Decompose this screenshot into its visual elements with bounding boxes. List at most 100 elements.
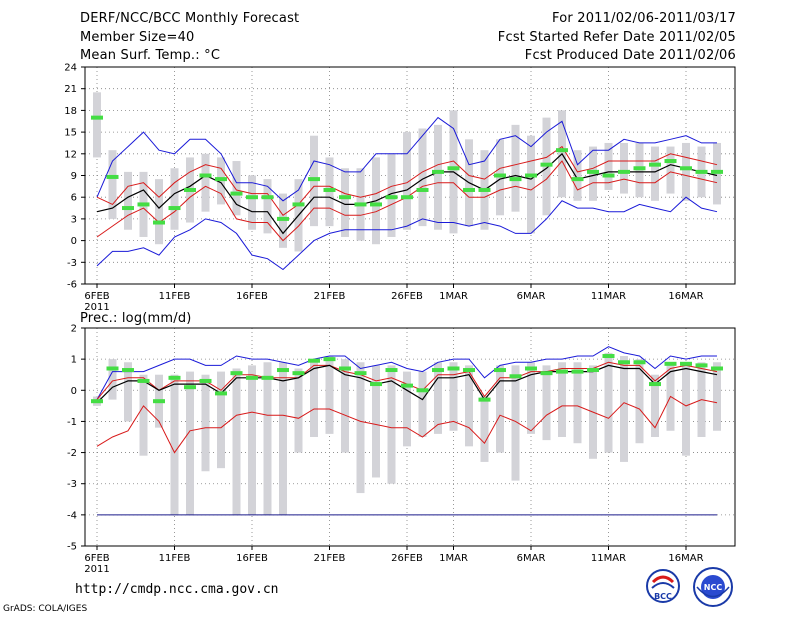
median-marker [633, 360, 646, 365]
member-range-box [465, 365, 473, 447]
median-marker [370, 382, 382, 387]
member-range-box [93, 92, 101, 158]
median-marker [91, 399, 103, 404]
member-range-box [604, 142, 613, 190]
y-tick-label: -2 [67, 448, 77, 459]
median-marker [649, 162, 661, 167]
median-marker [308, 177, 320, 182]
median-marker [122, 368, 134, 373]
median-marker [184, 385, 196, 390]
median-marker [354, 371, 367, 376]
median-marker [633, 166, 646, 171]
plot-frame [84, 327, 736, 547]
envelope-min-line [96, 196, 718, 271]
y-tick-label: -3 [67, 479, 77, 490]
member-range-box [418, 371, 427, 437]
y-tick-label: 6 [71, 193, 77, 204]
member-range-box [170, 374, 179, 515]
y-tick-label: 18 [64, 106, 77, 117]
member-range-box [372, 365, 380, 478]
median-marker [246, 375, 258, 380]
member-range-box [310, 359, 318, 437]
median-marker [292, 371, 305, 376]
median-marker [199, 173, 212, 178]
median-marker [447, 366, 460, 371]
member-range-box [434, 124, 442, 230]
y-tick-label: 12 [64, 149, 77, 160]
member-range-box [232, 368, 241, 515]
precip-title: Prec.: log(mm/d) [80, 311, 192, 326]
median-marker [184, 187, 196, 192]
median-marker [230, 191, 243, 196]
median-marker [137, 202, 150, 207]
median-marker [432, 169, 444, 174]
member-range-box [573, 362, 582, 444]
median-marker [494, 368, 506, 373]
y-tick-label: 9 [71, 171, 77, 182]
median-marker [540, 162, 553, 167]
median-marker [153, 220, 165, 225]
member-range-box [480, 396, 489, 462]
y-tick-label: 21 [64, 84, 77, 95]
member-range-box [217, 371, 225, 469]
median-marker [199, 378, 212, 383]
y-tick-label: -1 [67, 417, 77, 428]
member-range-box [666, 146, 675, 194]
median-marker [416, 187, 429, 192]
median-marker [478, 187, 491, 192]
bcc-logo-text: BCC [654, 592, 672, 601]
envelope-max-line [96, 116, 717, 202]
median-marker [385, 368, 398, 373]
x-tick-label: 16MAR [668, 553, 703, 564]
member-range-box [434, 362, 442, 434]
median-marker [711, 169, 723, 174]
y-tick-label: 3 [71, 214, 77, 225]
median-marker [168, 206, 181, 211]
member-range-box [713, 362, 721, 431]
median-marker [447, 166, 460, 171]
median-marker [354, 202, 367, 207]
median-marker [106, 366, 119, 371]
y-tick-label: 2 [71, 324, 77, 335]
median-marker [587, 169, 599, 174]
member-range-box [341, 359, 349, 453]
member-range-box [263, 362, 272, 515]
member-range-box [201, 153, 210, 212]
y-tick-label: 1 [71, 355, 77, 366]
median-marker [106, 174, 119, 179]
ensemble-mean-line [96, 152, 718, 235]
x-tick-label: 6FEB [84, 553, 109, 564]
member-range-box [573, 150, 582, 201]
source-url[interactable]: http://cmdp.ncc.cma.gov.cn [75, 582, 279, 597]
x-tick-label: 21FEB [314, 291, 346, 302]
x-tick-label: 21FEB [314, 553, 346, 564]
median-marker [571, 177, 584, 182]
member-range-box [155, 179, 163, 245]
member-range-box [294, 368, 303, 453]
median-marker [323, 357, 336, 362]
variable-label: Mean Surf. Temp.: °C [80, 48, 221, 63]
member-range-box [620, 356, 628, 462]
median-marker [261, 375, 274, 380]
median-marker [556, 369, 568, 374]
member-range-box [403, 371, 411, 447]
median-marker [339, 366, 351, 371]
member-range-box [511, 124, 520, 212]
y-tick-label: -4 [67, 510, 77, 521]
x-tick-sublabel: 2011 [84, 564, 109, 575]
median-marker [323, 187, 336, 192]
member-range-box [651, 374, 659, 437]
median-marker [695, 363, 708, 368]
member-size: Member Size=40 [80, 30, 195, 45]
median-marker [602, 173, 615, 178]
x-tick-label: 11MAR [591, 553, 626, 564]
median-marker [509, 177, 522, 182]
member-range-box [496, 365, 504, 453]
median-marker [463, 187, 475, 192]
median-marker [122, 206, 134, 211]
median-marker [571, 369, 584, 374]
median-marker [664, 159, 677, 164]
member-range-box [139, 374, 148, 456]
